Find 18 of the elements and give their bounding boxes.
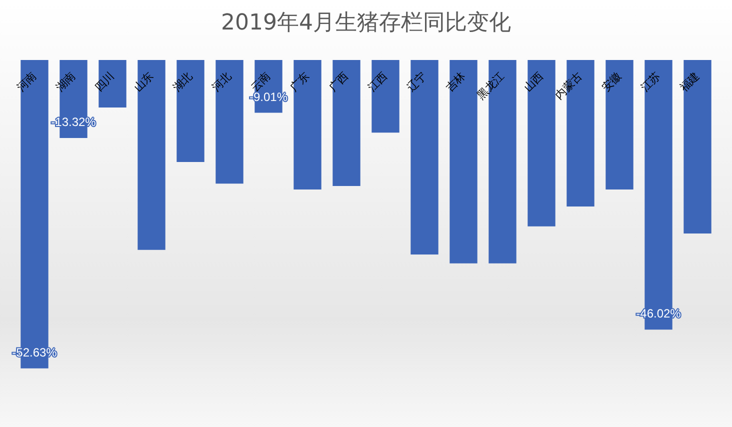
- x-tick-label: 广东: [287, 69, 312, 94]
- x-tick-label: 四川: [92, 69, 118, 94]
- x-tick-label: 黑龙江: [474, 69, 508, 102]
- x-tick-label: 河北: [209, 69, 234, 94]
- chart-title: 2019年4月生猪存栏同比变化: [221, 10, 511, 36]
- x-tick-label: 安徽: [599, 69, 624, 94]
- x-tick-label: 江苏: [638, 69, 664, 94]
- x-tick-label: 吉林: [443, 69, 468, 94]
- x-tick-label: 湖南: [53, 69, 78, 94]
- x-tick-label: 辽宁: [404, 69, 430, 94]
- x-tick-label: 湖北: [170, 69, 196, 94]
- x-tick-label: 河南: [14, 69, 40, 94]
- x-tick-label: 山东: [131, 69, 156, 94]
- x-tick-label: 山西: [521, 69, 546, 94]
- x-tick-label: 江西: [365, 69, 390, 94]
- x-tick-label: 广西: [326, 69, 352, 94]
- x-tick-label: 福建: [677, 69, 702, 94]
- x-tick-label: 内蒙古: [552, 69, 586, 102]
